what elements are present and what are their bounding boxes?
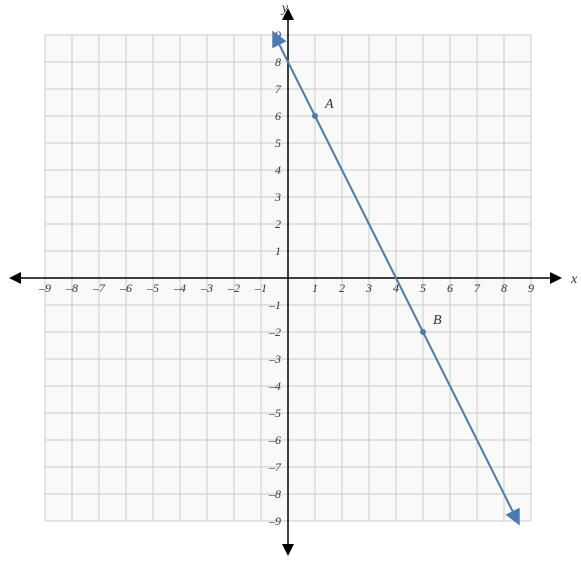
x-tick-label: –1 (254, 281, 267, 295)
x-tick-label: 3 (365, 281, 372, 295)
y-tick-label: –9 (268, 514, 281, 528)
y-tick-label: 4 (275, 163, 281, 177)
x-tick-label: –5 (146, 281, 159, 295)
x-tick-label: –8 (65, 281, 78, 295)
x-tick-label: –7 (92, 281, 106, 295)
x-tick-label: 5 (420, 281, 426, 295)
y-axis-label: y (280, 1, 289, 16)
y-tick-label: –6 (268, 433, 281, 447)
y-tick-label: 5 (275, 136, 281, 150)
y-tick-label: 8 (275, 55, 281, 69)
x-tick-label: –2 (227, 281, 240, 295)
chart-svg: –9–8–7–6–5–4–3–2–1123456789–9–8–7–6–5–4–… (0, 0, 581, 564)
x-tick-label: –3 (200, 281, 213, 295)
x-tick-label: –4 (173, 281, 186, 295)
y-tick-label: –3 (268, 352, 281, 366)
x-axis-label: x (570, 272, 578, 287)
x-tick-label: 1 (312, 281, 318, 295)
y-tick-label: 6 (275, 109, 281, 123)
x-tick-label: –6 (119, 281, 132, 295)
x-tick-label: 8 (501, 281, 507, 295)
point-label-b: B (433, 313, 442, 328)
y-tick-label: –4 (268, 379, 281, 393)
point-b (420, 329, 426, 335)
y-tick-label: –1 (268, 298, 281, 312)
y-tick-label: 1 (275, 244, 281, 258)
x-tick-label: 6 (447, 281, 453, 295)
y-tick-label: 3 (274, 190, 281, 204)
x-tick-label: 9 (528, 281, 534, 295)
y-tick-label: –2 (268, 325, 281, 339)
y-tick-label: 2 (275, 217, 281, 231)
x-tick-label: –9 (38, 281, 51, 295)
y-tick-label: –5 (268, 406, 281, 420)
y-tick-label: –8 (268, 487, 281, 501)
y-tick-label: –7 (268, 460, 282, 474)
x-tick-label: 2 (339, 281, 345, 295)
x-tick-label: 7 (474, 281, 481, 295)
point-a (312, 113, 318, 119)
coordinate-plane-chart: –9–8–7–6–5–4–3–2–1123456789–9–8–7–6–5–4–… (0, 0, 581, 564)
point-label-a: A (324, 97, 334, 112)
y-tick-label: 7 (275, 82, 282, 96)
